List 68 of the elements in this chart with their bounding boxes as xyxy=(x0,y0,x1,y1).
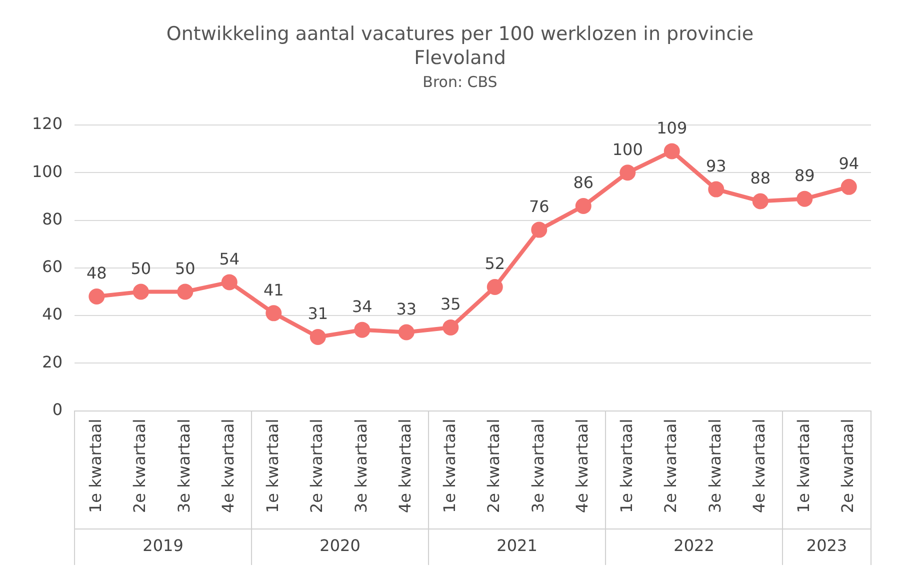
y-tick-label: 80 xyxy=(42,209,63,228)
data-label: 34 xyxy=(352,297,372,316)
point xyxy=(266,305,282,322)
point xyxy=(840,178,857,195)
chart-subtitle: Bron: CBS xyxy=(422,72,498,93)
x-tick-label: 2e kwartaal xyxy=(307,418,326,513)
x-tick-label: 4e kwartaal xyxy=(396,418,415,513)
point xyxy=(575,198,592,214)
data-label: 89 xyxy=(794,166,815,185)
data-label: 52 xyxy=(484,254,506,274)
data-label: 109 xyxy=(656,118,688,138)
y-tick-label: 20 xyxy=(42,352,63,372)
data-label: 100 xyxy=(612,140,643,159)
x-tick-label: 1e kwartaal xyxy=(262,418,282,513)
x-tick-label: 2e kwartaal xyxy=(838,418,858,513)
point xyxy=(398,324,414,340)
x-tick-label: 3e kwartaal xyxy=(174,418,194,513)
data-label: 93 xyxy=(706,156,726,176)
point xyxy=(664,143,680,160)
data-label: 35 xyxy=(440,294,461,314)
point xyxy=(132,284,149,300)
point xyxy=(88,288,105,304)
x-tick-label: 2e kwartaal xyxy=(484,418,504,513)
y-tick-label: 0 xyxy=(52,400,63,419)
x-tick-label: 1e kwartaal xyxy=(794,418,813,513)
chart-title: Ontwikkeling aantal vacatures per 100 werklozen in provincie Flevoland xyxy=(165,22,755,70)
point xyxy=(177,284,194,300)
point xyxy=(796,190,813,207)
y-tick-label: 60 xyxy=(42,257,63,276)
x-tick-label: 2e kwartaal xyxy=(130,418,150,513)
data-label: 76 xyxy=(528,196,550,216)
x-tick-label: 4e kwartaal xyxy=(750,418,769,513)
data-label: 33 xyxy=(396,299,417,318)
point xyxy=(620,164,636,181)
data-label: 88 xyxy=(750,168,771,188)
y-tick-label: 40 xyxy=(42,304,63,324)
data-label: 41 xyxy=(263,280,284,300)
data-label: 48 xyxy=(86,264,107,283)
point xyxy=(221,274,238,290)
x-tick-label: 4e kwartaal xyxy=(572,418,592,513)
data-label: 50 xyxy=(130,258,152,278)
x-tick-label: 3e kwartaal xyxy=(351,418,370,513)
x-tick-label: 4e kwartaal xyxy=(218,418,238,513)
data-label: 86 xyxy=(573,173,594,192)
point xyxy=(531,222,548,238)
text: 2022 xyxy=(674,536,714,556)
point xyxy=(708,181,724,198)
data-label: 50 xyxy=(174,258,196,278)
data-label: 94 xyxy=(838,154,860,174)
point xyxy=(486,278,503,295)
x-tick-label: 1e kwartaal xyxy=(86,418,105,513)
y-tick-label: 120 xyxy=(32,114,63,134)
text: 2021 xyxy=(496,536,538,556)
text: 2020 xyxy=(320,536,360,556)
point xyxy=(752,193,768,210)
point xyxy=(310,328,326,345)
y-tick-label: 100 xyxy=(32,162,63,181)
point xyxy=(442,319,459,336)
text: 2023 xyxy=(806,536,848,556)
x-tick-label: 2e kwartaal xyxy=(661,418,680,513)
data-label: 31 xyxy=(308,304,328,324)
text: 2019 xyxy=(142,536,184,556)
data-label: 54 xyxy=(219,249,240,268)
x-tick-label: 3e kwartaal xyxy=(705,418,724,513)
x-tick-label: 3e kwartaal xyxy=(528,418,548,513)
point xyxy=(354,322,370,338)
x-tick-label: 1e kwartaal xyxy=(616,418,636,513)
x-tick-label: 1e kwartaal xyxy=(440,418,459,513)
